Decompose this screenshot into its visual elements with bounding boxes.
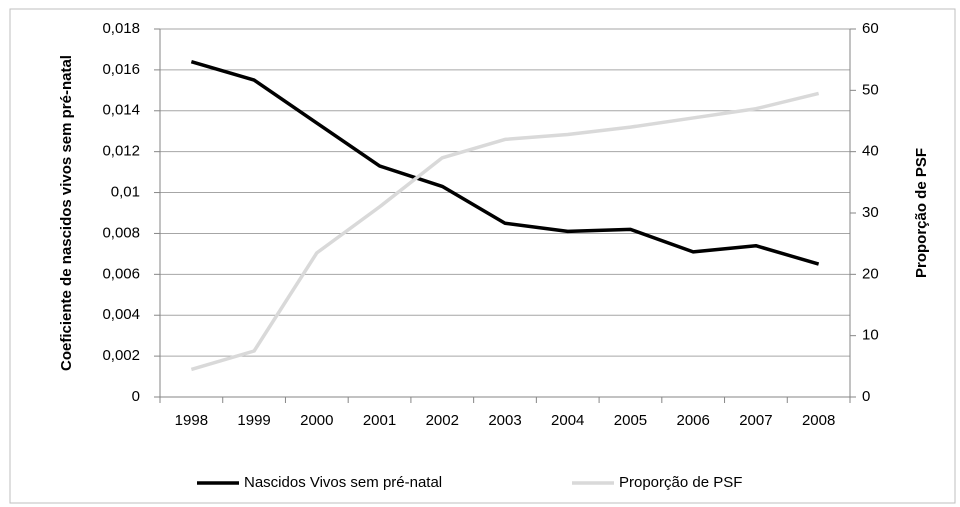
series-line xyxy=(190,60,820,266)
y2-tick-label: 30 xyxy=(862,204,879,221)
y-tick-label: 0,01 xyxy=(111,184,140,201)
chart-frame xyxy=(9,8,956,504)
y2-tick-label: 60 xyxy=(862,20,879,37)
x-tick-label: 2003 xyxy=(488,412,521,429)
x-tick-label: 2000 xyxy=(300,412,333,429)
y-axis-title: Coeficiente de nascidos vivos sem pré-na… xyxy=(58,55,75,371)
x-tick-label: 2007 xyxy=(739,412,772,429)
y-tick-label: 0,002 xyxy=(102,347,140,364)
x-tick-label: 2006 xyxy=(676,412,709,429)
y-tick-label: 0,014 xyxy=(102,102,140,119)
y-tick-label: 0,004 xyxy=(102,306,140,323)
legend-label: Proporção de PSF xyxy=(619,474,742,491)
x-tick-label: 2001 xyxy=(363,412,396,429)
x-tick-label: 1999 xyxy=(237,412,270,429)
y-tick-label: 0,018 xyxy=(102,20,140,37)
legend-label: Nascidos Vivos sem pré-natal xyxy=(244,474,442,491)
y2-tick-label: 40 xyxy=(862,143,879,160)
x-tick-label: 1998 xyxy=(175,412,208,429)
y-tick-label: 0,012 xyxy=(102,143,140,160)
x-tick-label: 2008 xyxy=(802,412,835,429)
y-tick-label: 0 xyxy=(132,388,140,405)
x-tick-label: 2005 xyxy=(614,412,647,429)
y-tick-label: 0,008 xyxy=(102,224,140,241)
y2-tick-label: 10 xyxy=(862,327,879,344)
y2-tick-label: 50 xyxy=(862,81,879,98)
series-line xyxy=(190,91,820,372)
y-tick-label: 0,016 xyxy=(102,61,140,78)
y-tick-label: 0,006 xyxy=(102,265,140,282)
y2-tick-label: 20 xyxy=(862,265,879,282)
y2-axis-title: Proporção de PSF xyxy=(913,148,930,278)
y2-tick-label: 0 xyxy=(862,388,870,405)
x-tick-label: 2004 xyxy=(551,412,584,429)
x-tick-label: 2002 xyxy=(426,412,459,429)
